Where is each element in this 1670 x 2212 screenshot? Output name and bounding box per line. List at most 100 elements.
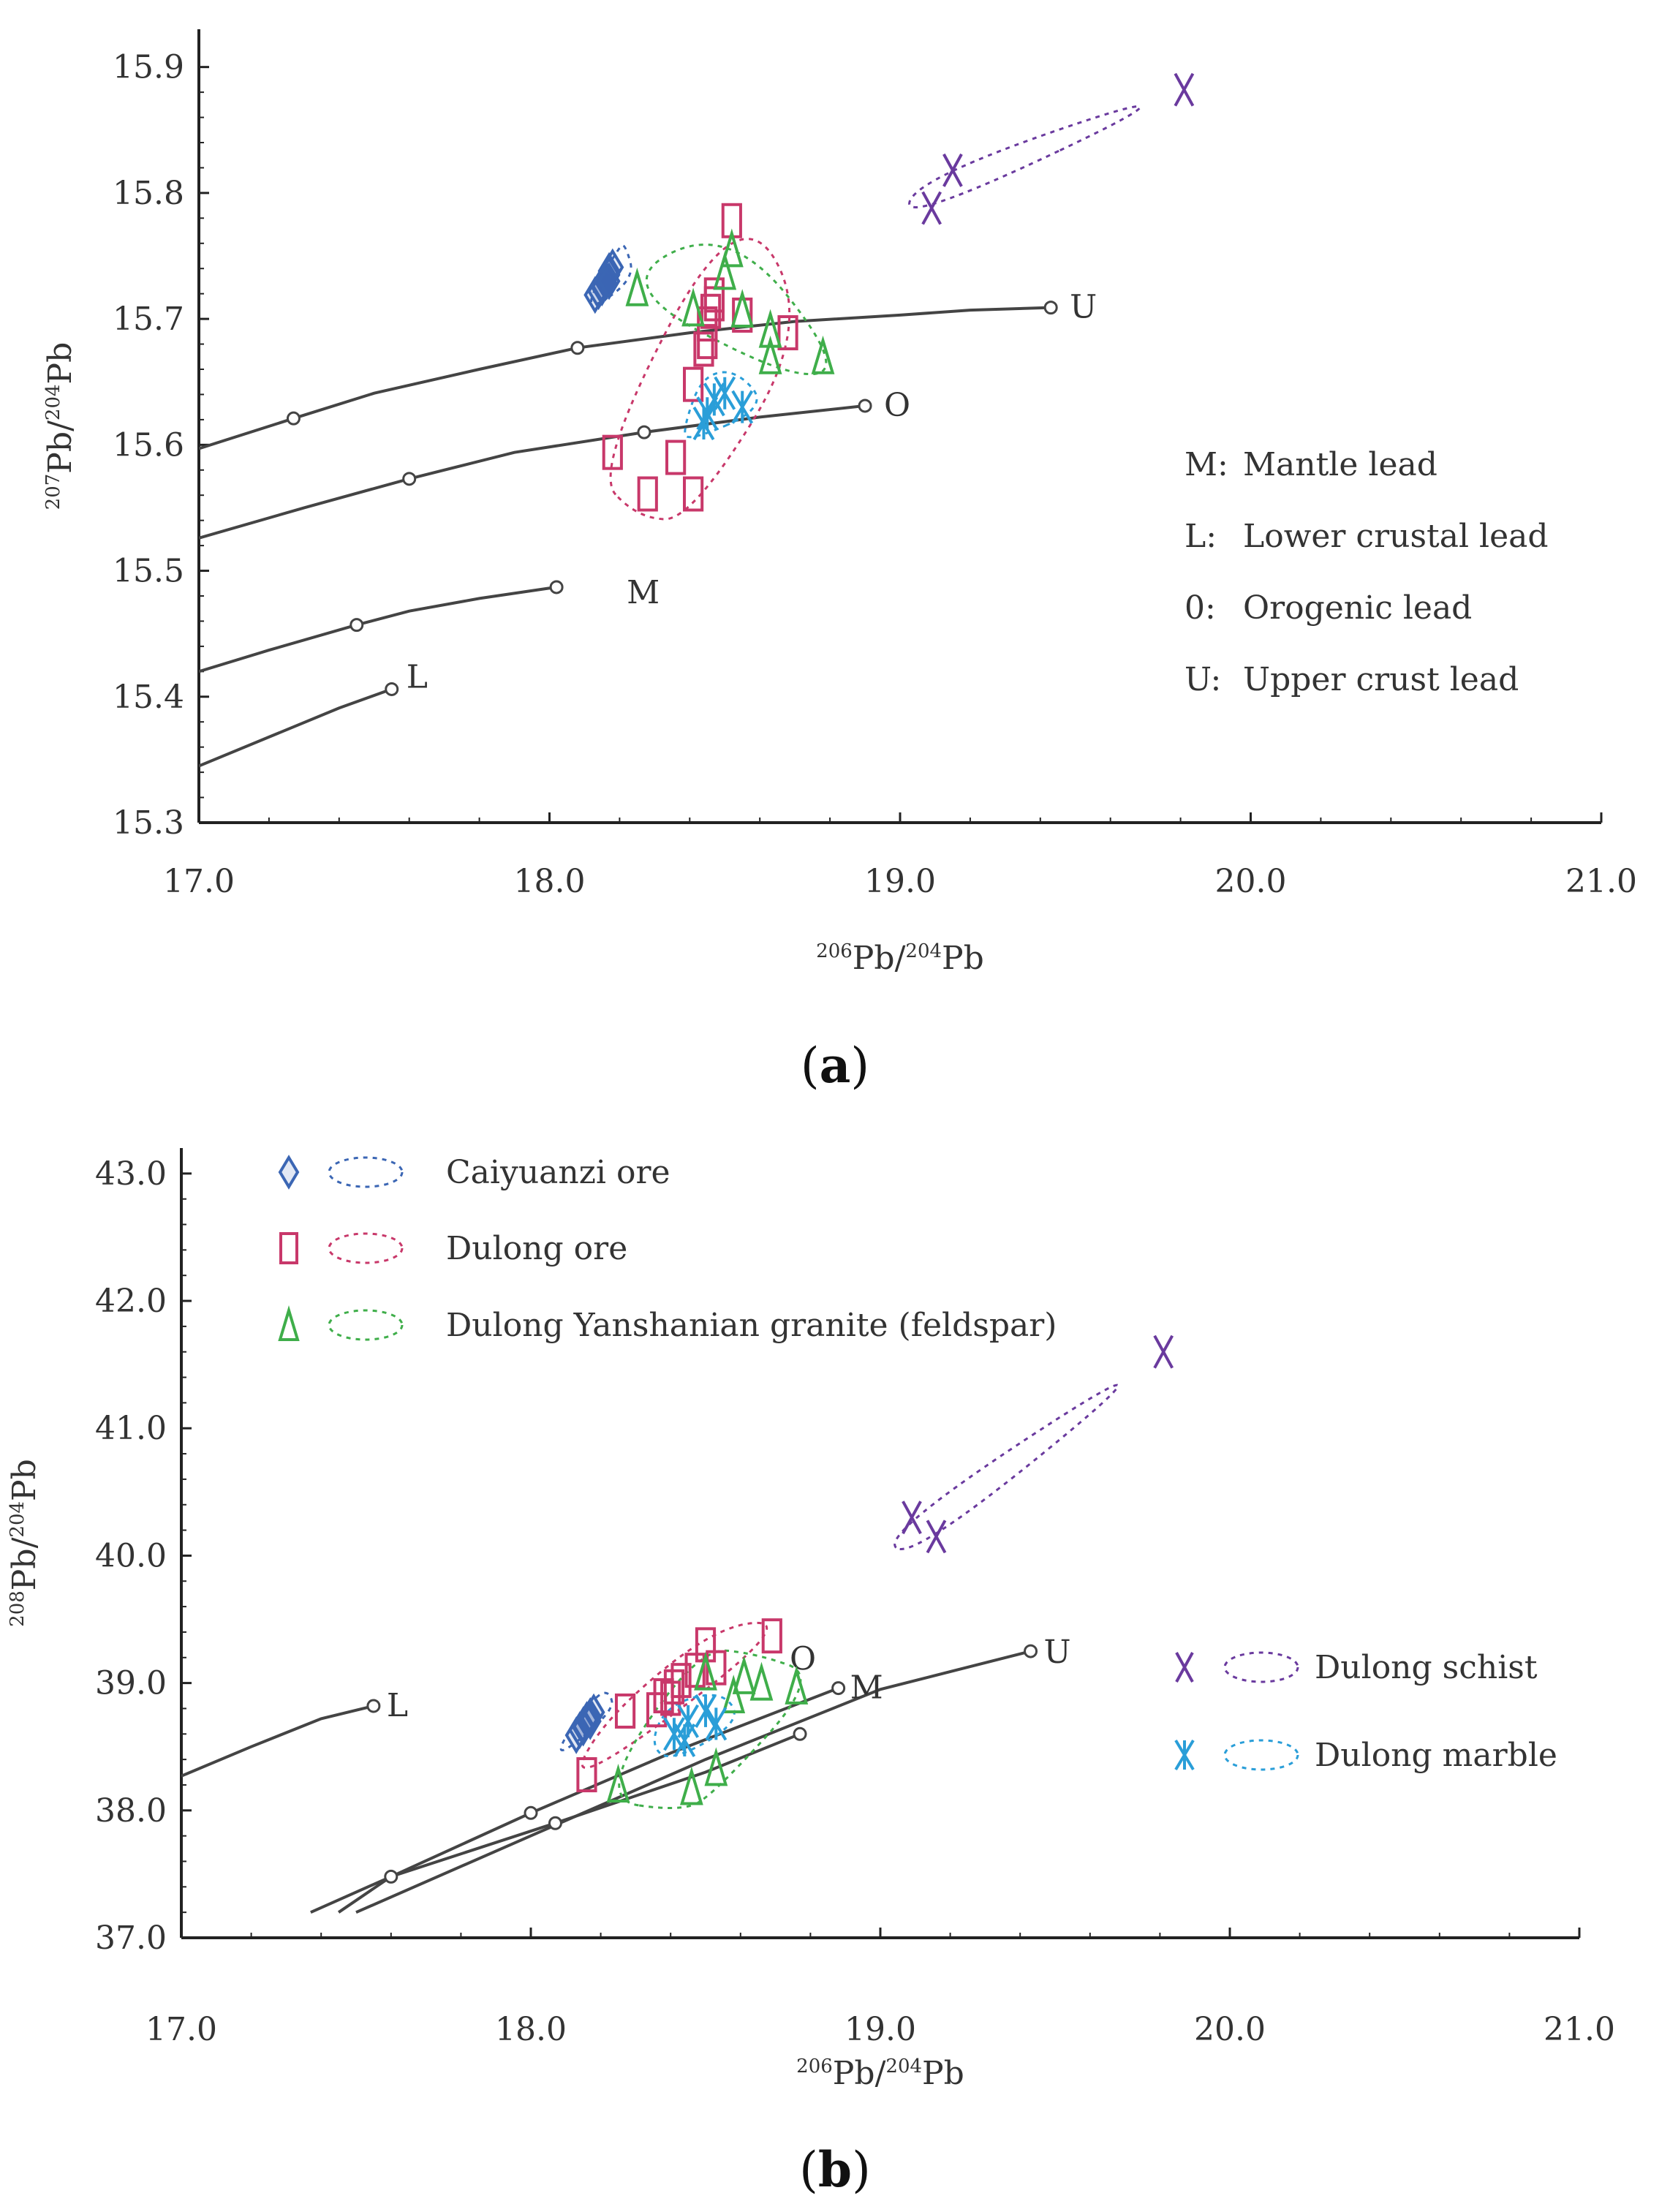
curve-O (199, 404, 866, 540)
legend-ellipse-granite (328, 1309, 404, 1341)
curve-node-O (858, 399, 872, 413)
point-granite (758, 335, 782, 374)
point-caiyuanzi (601, 248, 624, 287)
point-granite (732, 1655, 756, 1694)
curve-node-M (831, 1681, 846, 1696)
panel-paren: ) (850, 1038, 869, 1094)
curve-U (199, 306, 1051, 450)
x-tick-label: 20.0 (1215, 863, 1287, 900)
x-tick-label: 18.0 (495, 2011, 567, 2048)
legend-marker-caiyuanzi (278, 1155, 300, 1190)
point-granite (704, 1747, 728, 1786)
point-granite (719, 228, 744, 268)
point-dulong_ore (682, 476, 704, 512)
point-dulong_ore (761, 1618, 782, 1654)
curve-label-O: O (884, 387, 910, 424)
legend-label-granite: Dulong Yanshanian granite (feldspar) (446, 1307, 1057, 1344)
panel-label-a: (a) (801, 1037, 869, 1094)
y-tick-label: 43.0 (95, 1155, 167, 1193)
x-axis-label-part: Pb/ (833, 2055, 886, 2092)
envelope-marble (684, 371, 758, 439)
legend-marker-marble (1174, 1739, 1195, 1771)
legend-text: Mantle lead (1243, 446, 1437, 483)
legend-ellipse-marble (1223, 1739, 1299, 1771)
panel-label-b: (b) (799, 2141, 871, 2198)
point-dulong_ore (670, 1663, 692, 1699)
curve-node-O (793, 1726, 807, 1741)
point-granite (722, 1675, 746, 1714)
point-marble (692, 407, 715, 441)
x-axis-label-part: 206 (796, 2056, 833, 2077)
y-axis-label-part: 207 (42, 474, 64, 510)
y-tick-label: 15.8 (113, 175, 184, 212)
plot-area (181, 1650, 1031, 1914)
y-tick-label: 15.3 (113, 804, 184, 842)
point-dulong_ore (576, 1757, 597, 1793)
y-axis-label: 207Pb/204Pb (42, 342, 79, 510)
curve-node-U (570, 341, 585, 355)
x-axis-label-part: Pb (922, 2055, 964, 2092)
legend-code: 0: (1185, 589, 1216, 627)
point-granite (785, 1665, 809, 1705)
legend-text: Orogenic lead (1243, 589, 1472, 627)
point-caiyuanzi (578, 1702, 602, 1740)
curve-label-L: L (387, 1687, 408, 1724)
x-tick-label: 19.0 (864, 863, 936, 900)
curve-label-M: M (627, 574, 660, 611)
y-axis-label: 208Pb/204Pb (6, 1459, 43, 1627)
y-tick-label: 39.0 (95, 1665, 167, 1702)
curve-node-O (548, 1816, 562, 1830)
curve-U (355, 1650, 1031, 1914)
envelope-caiyuanzi (559, 1691, 613, 1752)
point-granite (811, 335, 835, 374)
point-marble (714, 376, 736, 410)
curve-node-O (384, 1869, 398, 1884)
legend-code: M: (1185, 446, 1228, 483)
point-dulong_ore (697, 324, 718, 360)
x-axis-label: 206Pb/204Pb (816, 940, 984, 977)
legend-code: L: (1185, 518, 1217, 555)
envelope-dulong_ore (581, 1621, 768, 1769)
curve-node-U (1043, 301, 1058, 315)
y-axis-label-part: 204 (42, 384, 64, 420)
point-schist (902, 1501, 922, 1535)
plot-area (199, 306, 1051, 768)
y-axis-label-part: 208 (7, 1590, 29, 1627)
legend-marker-granite (278, 1305, 300, 1341)
curve-label-U: U (1070, 289, 1097, 326)
curve-node-M (350, 618, 364, 633)
envelope-schist (893, 1384, 1119, 1550)
legend-label-marble: Dulong marble (1315, 1737, 1557, 1774)
panel-letter: b (818, 2141, 852, 2198)
point-dulong_ore (693, 331, 714, 367)
point-granite (758, 309, 782, 348)
x-axis-label-part: 204 (885, 2056, 922, 2077)
y-axis-label-part: Pb/ (42, 420, 79, 474)
legend-code: U: (1185, 661, 1221, 698)
curve-O (337, 1732, 801, 1914)
chart-a: 17.0 18.0 19.0 20.0 21.0 15.3 15.4 15.5 15.6 15.7… (42, 29, 1637, 1094)
point-dulong_ore (646, 1692, 668, 1728)
x-tick-label: 21.0 (1565, 863, 1637, 900)
curve-label-L: L (407, 658, 428, 695)
curve-node-L (385, 682, 399, 696)
legend-ellipse-dulong_ore (328, 1232, 404, 1264)
curve-node-O (637, 425, 651, 439)
point-marble (731, 390, 754, 424)
point-marble (695, 1694, 717, 1728)
x-axis-label-part: 204 (905, 940, 942, 962)
x-tick-label: 20.0 (1194, 2011, 1266, 2048)
point-granite (730, 289, 755, 328)
curve-M (199, 585, 557, 673)
panel-letter: a (820, 1037, 851, 1094)
curve-node-L (366, 1699, 381, 1713)
point-granite (625, 267, 649, 306)
point-caiyuanzi (597, 262, 621, 301)
y-tick-label: 37.0 (95, 1920, 167, 1957)
x-tick-label: 19.0 (845, 2011, 916, 2048)
x-axis-label-part: Pb/ (853, 940, 906, 977)
point-schist (926, 1520, 947, 1554)
point-dulong_ore (653, 1678, 674, 1714)
point-schist (1153, 1335, 1174, 1369)
